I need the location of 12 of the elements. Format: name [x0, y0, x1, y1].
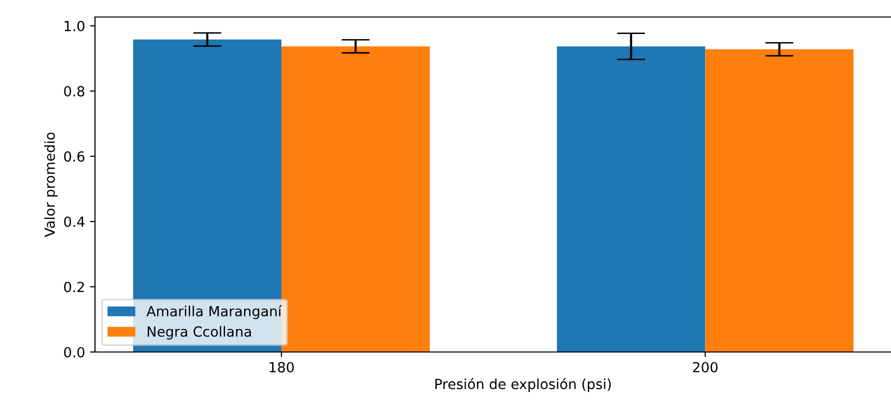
legend-label: Negra Ccollana — [148, 326, 251, 340]
legend-label: Amarilla Maranganí — [146, 305, 282, 320]
y-axis-title: Valor promedio — [44, 132, 58, 238]
y-tick-label: 0.0 — [64, 346, 84, 358]
y-tick-label: 1.0 — [64, 20, 84, 32]
x-tick-label: 180 — [270, 362, 294, 372]
y-tick-label: 0.8 — [64, 86, 84, 97]
x-axis-title: Presión de explosión (psi) — [435, 378, 611, 392]
y-tick-label: 0.4 — [64, 216, 84, 227]
x-tick-label: 200 — [692, 362, 718, 372]
y-tick-label: 0.2 — [64, 282, 84, 292]
y-tick-label: 0.6 — [64, 151, 84, 162]
